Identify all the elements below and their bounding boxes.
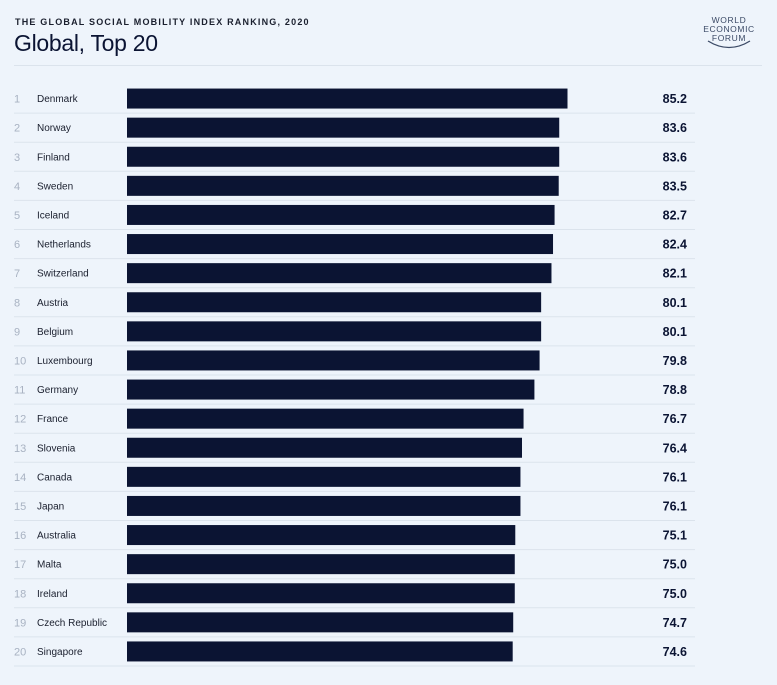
value-label: 75.0: [663, 558, 687, 572]
value-label: 74.6: [663, 645, 687, 659]
bar: [127, 350, 540, 371]
rank-label: 10: [14, 355, 26, 367]
value-label: 76.4: [663, 441, 687, 455]
rank-label: 5: [14, 210, 20, 222]
value-label: 75.0: [663, 587, 687, 601]
logo-line-1: WORLD: [711, 15, 747, 25]
value-label: 76.1: [663, 499, 687, 513]
value-label: 78.8: [663, 383, 687, 397]
bar: [127, 379, 535, 400]
rank-label: 20: [14, 646, 26, 658]
bar: [127, 292, 542, 313]
bar: [127, 117, 560, 138]
value-label: 80.1: [663, 296, 687, 310]
country-label: Denmark: [37, 94, 79, 105]
value-label: 76.7: [663, 412, 687, 426]
bar: [127, 234, 554, 255]
rank-label: 4: [14, 181, 20, 193]
bar: [127, 146, 560, 167]
country-label: Japan: [37, 501, 64, 512]
value-label: 82.7: [663, 208, 687, 222]
bar: [127, 175, 559, 196]
value-label: 80.1: [663, 325, 687, 339]
rank-label: 3: [14, 152, 20, 164]
rank-label: 12: [14, 414, 26, 426]
bar: [127, 466, 521, 487]
country-label: Finland: [37, 152, 70, 163]
bar: [127, 263, 552, 284]
bar: [127, 641, 513, 662]
country-label: Norway: [37, 123, 71, 134]
country-label: Switzerland: [37, 269, 89, 280]
country-label: Netherlands: [37, 240, 91, 251]
rank-label: 19: [14, 617, 26, 629]
country-label: Sweden: [37, 181, 73, 192]
country-label: Luxembourg: [37, 356, 93, 367]
bar: [127, 321, 542, 342]
country-label: Iceland: [37, 210, 69, 221]
bar: [127, 525, 516, 546]
bar: [127, 408, 524, 429]
bar: [127, 554, 515, 575]
rank-label: 6: [14, 239, 20, 251]
bar: [127, 495, 521, 516]
value-label: 75.1: [663, 529, 687, 543]
logo-line-3: FORUM: [711, 33, 747, 43]
rank-label: 16: [14, 530, 26, 542]
wef-logo: WORLD ECONOMIC FORUM: [694, 16, 764, 56]
rank-label: 9: [14, 326, 20, 338]
country-label: Germany: [37, 385, 78, 396]
value-label: 83.5: [663, 179, 687, 193]
chart-title: Global, Top 20: [14, 30, 158, 56]
country-label: Belgium: [37, 327, 73, 338]
country-label: Singapore: [37, 647, 83, 658]
logo-line-2: ECONOMIC: [703, 24, 755, 34]
value-label: 85.2: [663, 92, 687, 106]
value-label: 83.6: [663, 150, 687, 164]
rank-label: 14: [14, 472, 26, 484]
rank-label: 2: [14, 123, 20, 135]
country-label: Ireland: [37, 589, 68, 600]
country-label: Canada: [37, 472, 72, 483]
bar: [127, 88, 568, 109]
country-label: Czech Republic: [37, 618, 107, 629]
value-label: 82.4: [663, 238, 687, 252]
rank-label: 7: [14, 268, 20, 280]
country-label: Malta: [37, 560, 62, 571]
country-label: France: [37, 414, 69, 425]
country-label: Austria: [37, 298, 69, 309]
bar: [127, 437, 523, 458]
rank-label: 11: [14, 385, 25, 397]
bar: [127, 583, 515, 604]
rank-label: 13: [14, 443, 26, 455]
chart-supertitle: THE GLOBAL SOCIAL MOBILITY INDEX RANKING…: [15, 17, 310, 27]
rank-label: 1: [14, 94, 20, 106]
value-label: 79.8: [663, 354, 687, 368]
value-label: 76.1: [663, 470, 687, 484]
rank-label: 15: [14, 501, 26, 513]
rank-label: 17: [14, 559, 26, 571]
value-label: 83.6: [663, 121, 687, 135]
bar: [127, 612, 514, 633]
logo-arc-icon: [707, 40, 751, 49]
rank-label: 8: [14, 297, 20, 309]
header-divider: [14, 65, 762, 66]
bar: [127, 204, 555, 225]
rank-label: 18: [14, 588, 26, 600]
value-label: 74.7: [663, 616, 687, 630]
value-label: 82.1: [663, 267, 687, 281]
country-label: Australia: [37, 531, 76, 542]
country-label: Slovenia: [37, 443, 76, 454]
